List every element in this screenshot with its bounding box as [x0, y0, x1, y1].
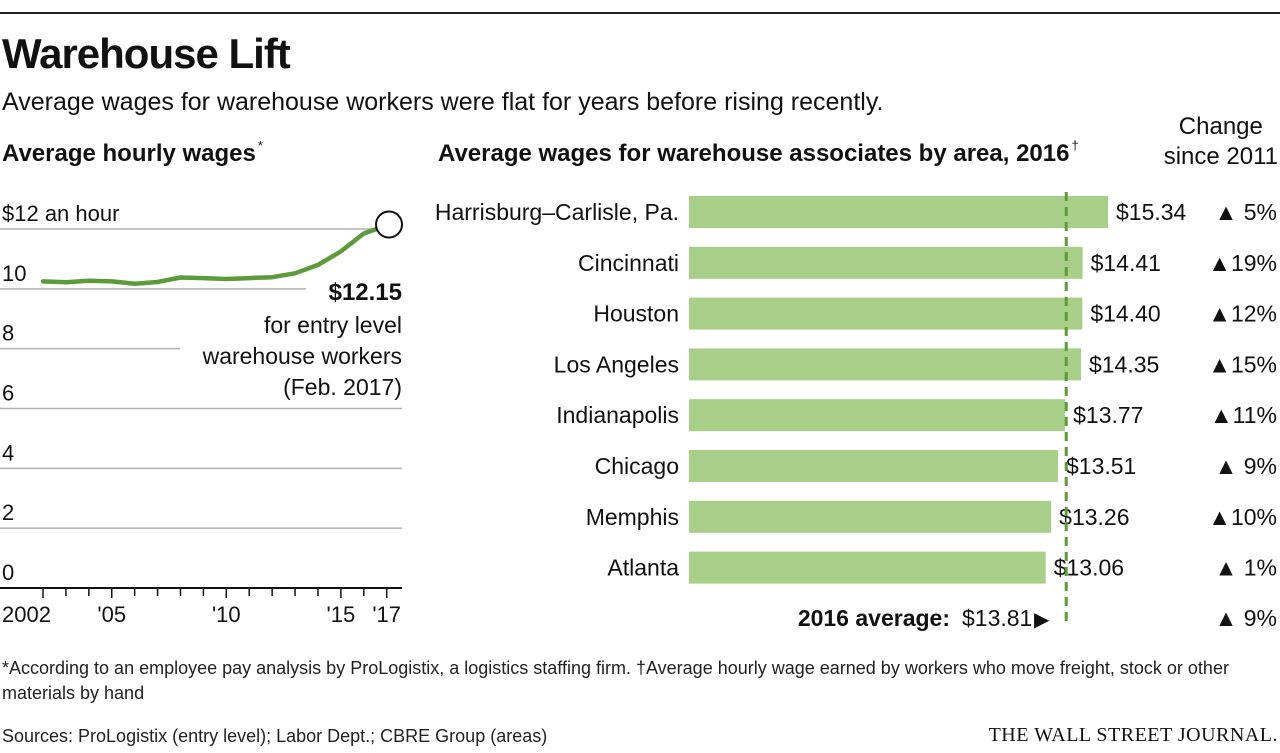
page-subtitle: Average wages for warehouse workers were… — [2, 88, 884, 116]
bar-value-label: $13.06 — [1054, 555, 1124, 581]
average-pointer-icon: ▶ — [1034, 609, 1050, 631]
bar — [689, 500, 1052, 533]
bar-category-label: Los Angeles — [554, 351, 679, 377]
change-header-line1: Change — [1178, 113, 1263, 140]
average-value: $13.81 — [962, 605, 1032, 631]
bar-chart-title-text: Average wages for warehouse associates b… — [438, 140, 1070, 167]
line-chart-title-text: Average hourly wages — [2, 140, 256, 167]
change-label: ▲ 9% — [1215, 453, 1277, 479]
bar — [689, 196, 1108, 228]
bar-value-label: $13.77 — [1073, 402, 1143, 428]
bar — [689, 246, 1083, 279]
bar-category-label: Harrisburg–Carlisle, Pa. — [435, 199, 679, 225]
bar — [689, 551, 1046, 584]
y-tick-label: 2 — [2, 500, 14, 525]
bar — [689, 297, 1083, 330]
bar-category-label: Indianapolis — [556, 402, 679, 428]
bar-category-label: Houston — [593, 301, 679, 327]
y-tick-label: 0 — [2, 560, 14, 585]
bar-chart-title: Average wages for warehouse associates b… — [438, 138, 1079, 168]
x-tick-label: '17 — [372, 602, 401, 627]
x-tick-label: '05 — [97, 602, 126, 627]
line-chart-title: Average hourly wages * — [2, 138, 263, 168]
y-tick-label: 6 — [2, 381, 14, 406]
bar-category-label: Memphis — [586, 504, 679, 530]
bar-value-label: $13.51 — [1066, 453, 1136, 479]
bar-value-label: $14.40 — [1090, 301, 1160, 327]
publisher-logo: THE WALL STREET JOURNAL. — [988, 724, 1278, 746]
x-tick-label: 2002 — [2, 602, 51, 627]
change-column-header: Change since 2011 — [1164, 112, 1278, 172]
page-title: Warehouse Lift — [2, 30, 291, 77]
bar — [689, 399, 1066, 432]
bar-value-label: $14.35 — [1089, 351, 1159, 377]
top-rule — [0, 12, 1280, 14]
annotation-line: for entry level — [264, 312, 402, 338]
change-label: ▲15% — [1208, 351, 1277, 377]
wage-series-line — [40, 222, 392, 286]
y-tick-label: $12 an hour — [2, 201, 119, 226]
x-tick-label: '10 — [212, 602, 241, 627]
change-label: ▲ 1% — [1215, 555, 1277, 581]
bar — [689, 450, 1059, 482]
change-label: ▲19% — [1208, 250, 1277, 276]
annotation-line: warehouse workers — [202, 343, 402, 369]
footnote: *According to an employee pay analysis b… — [2, 658, 1229, 703]
average-change-label: ▲ 9% — [1215, 605, 1277, 631]
bar-value-label: $15.34 — [1116, 199, 1187, 225]
change-label: ▲ 5% — [1215, 199, 1277, 225]
bar-category-label: Chicago — [595, 453, 679, 479]
footnote-mark: * — [257, 138, 263, 153]
change-label: ▲12% — [1208, 301, 1277, 327]
footnote-mark: † — [1071, 138, 1079, 153]
change-header-line2: since 2011 — [1163, 143, 1278, 170]
bar — [689, 348, 1081, 381]
bar-value-label: $14.41 — [1091, 250, 1161, 276]
y-tick-label: 10 — [2, 261, 26, 286]
y-tick-label: 4 — [2, 440, 14, 465]
x-tick-label: '15 — [327, 602, 356, 627]
change-label: ▲11% — [1210, 402, 1277, 428]
sources: Sources: ProLogistix (entry level); Labo… — [2, 726, 548, 746]
average-label: 2016 average: — [798, 605, 950, 631]
change-label: ▲10% — [1208, 504, 1277, 530]
annotation-line: (Feb. 2017) — [283, 374, 402, 400]
y-tick-label: 8 — [2, 321, 14, 346]
annotation-value: $12.15 — [329, 279, 402, 306]
latest-value-marker — [375, 210, 403, 239]
bar-value-label: $13.26 — [1059, 504, 1129, 530]
bar-category-label: Cincinnati — [578, 250, 679, 276]
bar-category-label: Atlanta — [607, 555, 679, 581]
